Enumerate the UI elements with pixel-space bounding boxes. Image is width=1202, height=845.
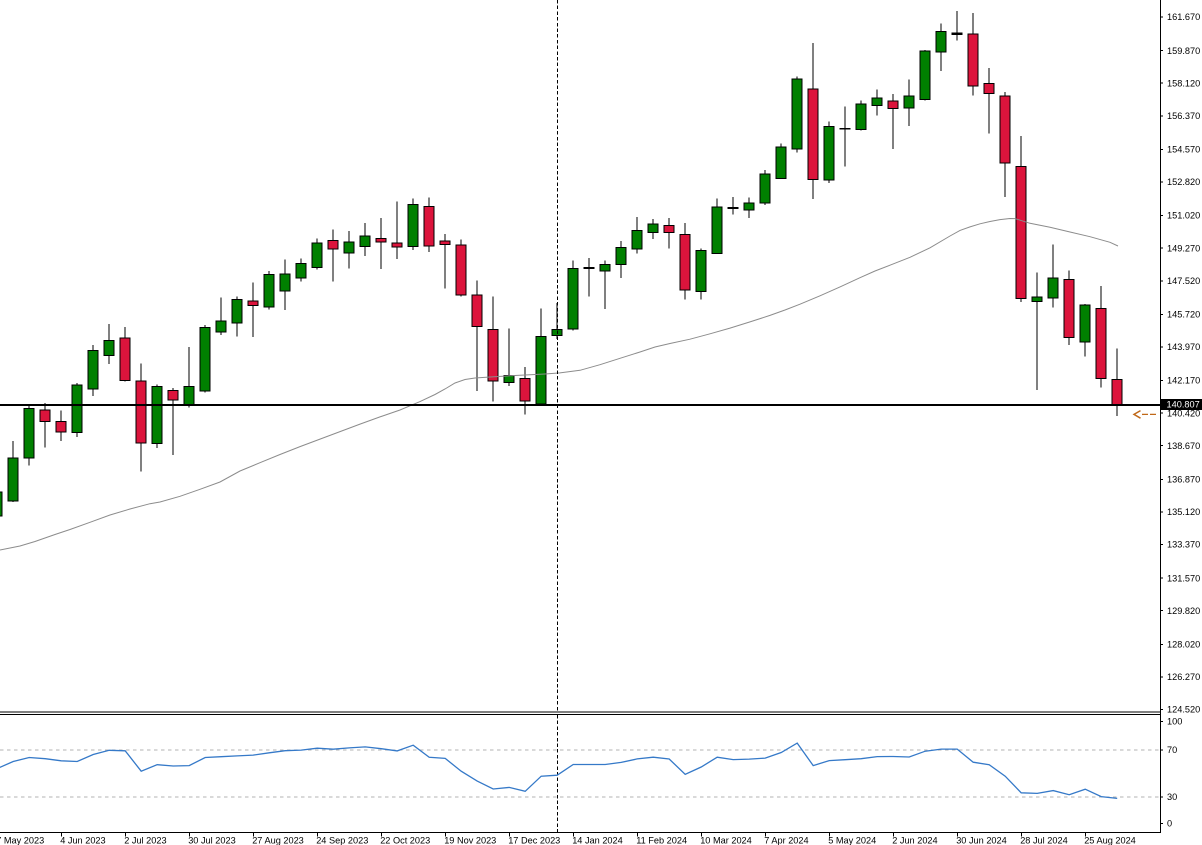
svg-text:135.120: 135.120	[1167, 507, 1200, 517]
svg-text:138.670: 138.670	[1167, 441, 1200, 451]
svg-text:30 Jul 2023: 30 Jul 2023	[188, 835, 236, 845]
svg-text:159.870: 159.870	[1167, 46, 1200, 56]
svg-text:5 May 2024: 5 May 2024	[828, 835, 876, 845]
svg-text:17 Dec 2023: 17 Dec 2023	[508, 835, 560, 845]
svg-text:2 Jun 2024: 2 Jun 2024	[892, 835, 937, 845]
svg-text:7 Apr 2024: 7 Apr 2024	[764, 835, 808, 845]
svg-text:143.970: 143.970	[1167, 342, 1200, 352]
svg-text:24 Sep 2023: 24 Sep 2023	[316, 835, 368, 845]
svg-text:124.520: 124.520	[1167, 705, 1200, 715]
svg-text:161.670: 161.670	[1167, 12, 1200, 22]
svg-text:19 Nov 2023: 19 Nov 2023	[444, 835, 496, 845]
svg-text:131.570: 131.570	[1167, 573, 1200, 583]
svg-text:152.820: 152.820	[1167, 177, 1200, 187]
svg-text:27 Aug 2023: 27 Aug 2023	[252, 835, 304, 845]
svg-text:2 Jul 2023: 2 Jul 2023	[124, 835, 166, 845]
svg-text:136.870: 136.870	[1167, 475, 1200, 485]
svg-text:151.020: 151.020	[1167, 211, 1200, 221]
svg-text:22 Oct 2023: 22 Oct 2023	[380, 835, 430, 845]
svg-text:14 Jan 2024: 14 Jan 2024	[572, 835, 623, 845]
svg-text:100: 100	[1167, 717, 1182, 727]
svg-text:142.170: 142.170	[1167, 376, 1200, 386]
svg-text:129.820: 129.820	[1167, 606, 1200, 616]
svg-text:156.370: 156.370	[1167, 111, 1200, 121]
svg-text:133.370: 133.370	[1167, 540, 1200, 550]
svg-text:70: 70	[1167, 745, 1177, 755]
svg-text:158.120: 158.120	[1167, 78, 1200, 88]
svg-text:30: 30	[1167, 792, 1177, 802]
svg-text:25 Aug 2024: 25 Aug 2024	[1084, 835, 1136, 845]
svg-text:145.720: 145.720	[1167, 310, 1200, 320]
svg-text:0: 0	[1167, 819, 1172, 829]
svg-text:147.520: 147.520	[1167, 276, 1200, 286]
svg-text:4 Jun 2023: 4 Jun 2023	[60, 835, 105, 845]
svg-text:126.270: 126.270	[1167, 672, 1200, 682]
svg-text:149.270: 149.270	[1167, 243, 1200, 253]
svg-text:28 Jul 2024: 28 Jul 2024	[1020, 835, 1068, 845]
svg-text:154.570: 154.570	[1167, 145, 1200, 155]
svg-text:10 Mar 2024: 10 Mar 2024	[700, 835, 752, 845]
svg-text:128.020: 128.020	[1167, 640, 1200, 650]
svg-text:7 May 2023: 7 May 2023	[0, 835, 44, 845]
svg-text:11 Feb 2024: 11 Feb 2024	[636, 835, 687, 845]
svg-text:140.807: 140.807	[1167, 400, 1200, 410]
svg-text:30 Jun 2024: 30 Jun 2024	[956, 835, 1007, 845]
svg-text:140.420: 140.420	[1167, 408, 1200, 418]
